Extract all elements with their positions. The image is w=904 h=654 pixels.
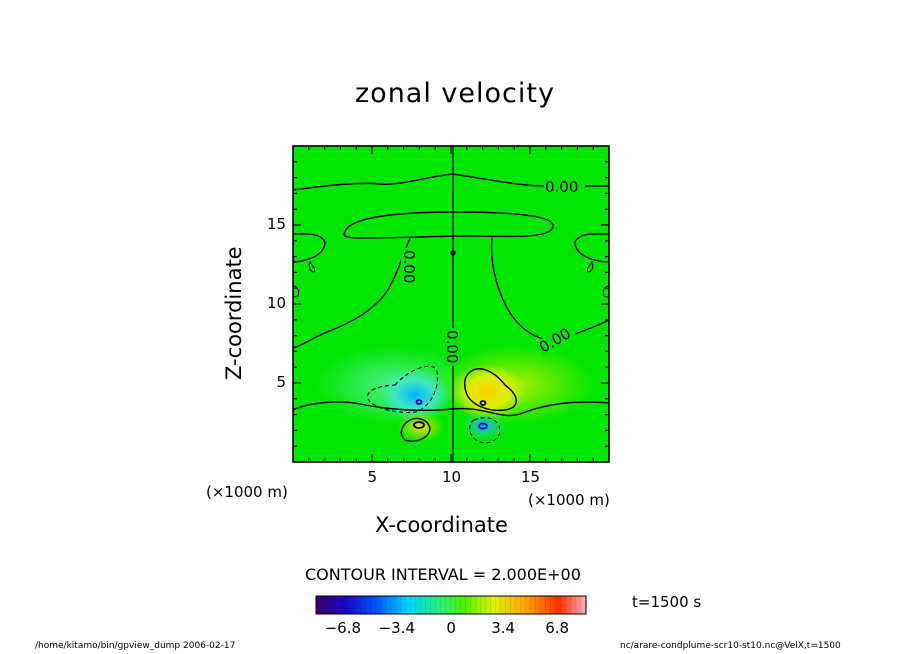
label-bg-3 (444, 328, 460, 366)
plot-field (293, 146, 609, 462)
shade-negative-lower-right (462, 412, 506, 440)
label-bg-4 (534, 322, 578, 357)
contour-interval-text: CONTOUR INTERVAL = 2.000E+00 (305, 565, 581, 584)
shade-negative-upper-left (379, 369, 451, 421)
contour-label-top: 0.00 (545, 178, 578, 196)
contour-pos-lower-left (400, 417, 431, 442)
contour-pos-upper-right (463, 368, 517, 412)
colorbar-tick-label: 6.8 (545, 619, 570, 637)
contour-lines (293, 146, 609, 462)
contour-negative (367, 365, 501, 444)
x-tick-label: 5 (367, 468, 378, 486)
colorbar-tick-label: 0 (446, 619, 456, 637)
colorbar-frame (315, 595, 587, 615)
axis-ticks (293, 146, 609, 462)
footer-command: /home/kitamo/bin/gpview_dump 2006-02-17 (35, 641, 236, 651)
x-axis-label: X-coordinate (375, 513, 508, 537)
contour-upper-band (343, 211, 554, 239)
extremum-lower-left (413, 421, 425, 429)
time-label: t=1500 s (632, 593, 702, 611)
colorbar-tick-label: 3.4 (491, 619, 516, 637)
footer-source: nc/arare-condplume-scr10-st10.nc@VelX,t=… (620, 641, 841, 651)
label-bg-2 (401, 248, 417, 286)
label-bg-1 (544, 177, 584, 194)
colorbar-levels (316, 596, 586, 614)
contour-right-lobe (574, 233, 609, 263)
shade-positive-upper-right (450, 364, 526, 420)
y-tick-label: 10 (267, 294, 287, 312)
colorbar-tick-label: −6.8 (324, 619, 362, 637)
contour-top (293, 173, 546, 191)
contour-left-lobe (293, 233, 326, 263)
contour-label-left: 0.00 (400, 250, 418, 283)
contour-label-center: 0.00 (443, 330, 461, 363)
contour-neg-upper-left (367, 365, 439, 414)
chart-title: zonal velocity (355, 78, 555, 109)
contour-extrema (413, 250, 488, 430)
contour-right-arm (490, 237, 609, 341)
x-tick-label: 10 (442, 468, 462, 486)
extremum-upper-left (415, 399, 423, 405)
extremum-upper-right (479, 400, 487, 406)
contour-small-right (587, 260, 594, 273)
y-axis-label: Z-coordinate (222, 246, 246, 380)
y-tick-label: 5 (276, 373, 287, 391)
x-tick-label: 15 (521, 468, 541, 486)
extremum-center (450, 250, 456, 256)
y-tick-label: 15 (267, 215, 287, 233)
x-unit-label: (×1000 m) (528, 491, 610, 509)
contour-small-left (308, 260, 315, 273)
y-unit-label: (×1000 m) (206, 483, 288, 501)
colorbar-tick-label: −3.4 (378, 619, 416, 637)
contour-left-arm (293, 237, 411, 349)
extremum-lower-right (478, 422, 488, 430)
